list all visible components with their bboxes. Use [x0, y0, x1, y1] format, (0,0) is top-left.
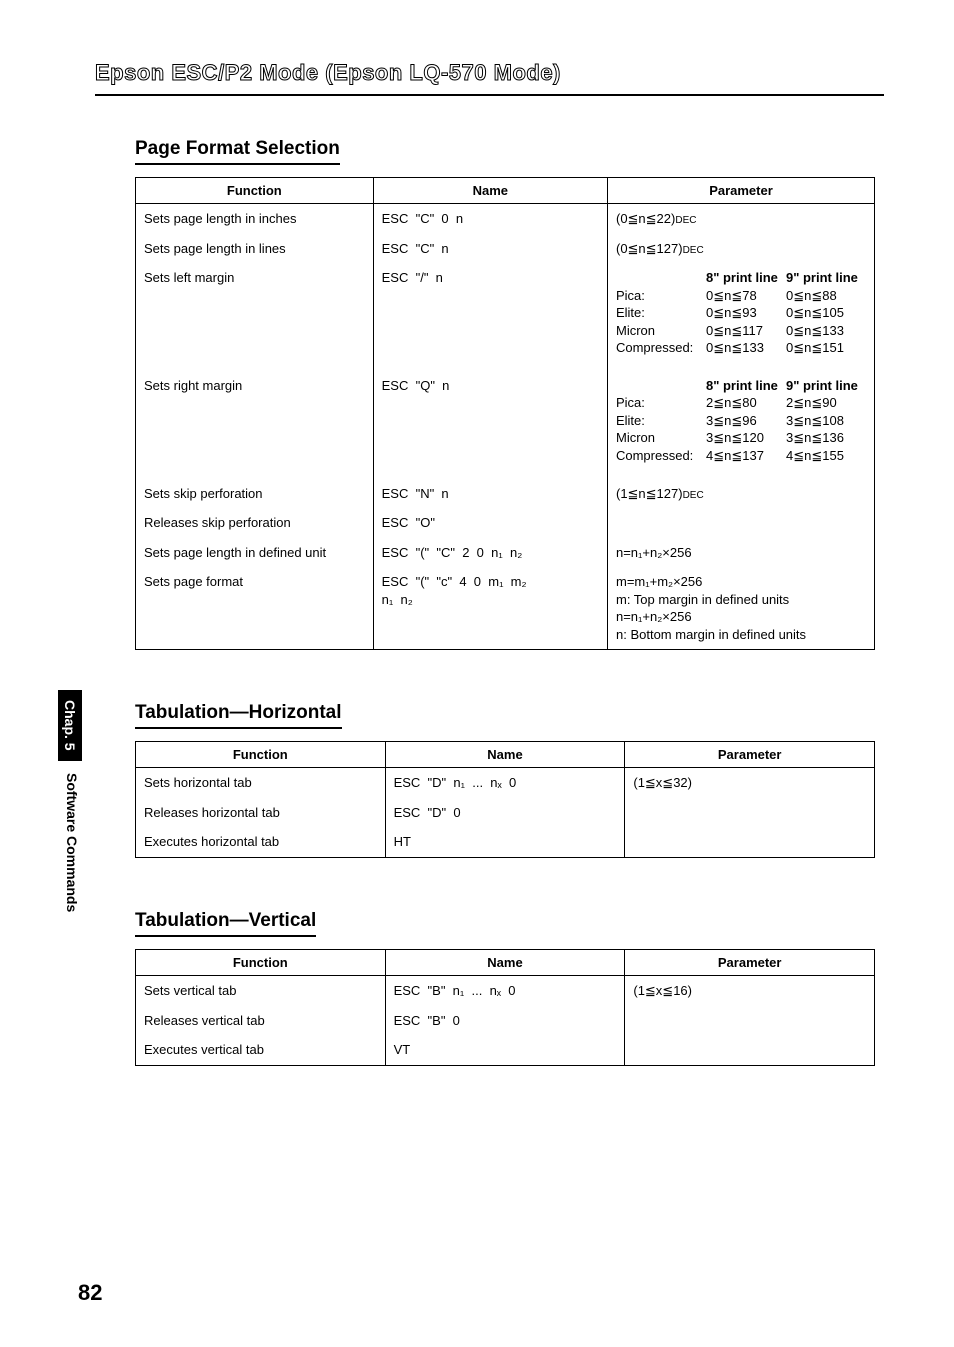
- cell-parameter: [625, 827, 875, 857]
- table-row: Releases skip perforationESC "O": [136, 508, 875, 538]
- cell-function: Sets skip perforation: [136, 479, 374, 509]
- table-header-row: Function Name Parameter: [136, 742, 875, 768]
- table-row: Sets page formatESC "(" "c" 4 0 m₁ m₂n₁ …: [136, 567, 875, 650]
- cell-name: VT: [385, 1035, 625, 1065]
- cell-parameter: m=m₁+m₂×256m: Top margin in defined unit…: [607, 567, 874, 650]
- cell-name: ESC "Q" n: [373, 371, 607, 479]
- table-row: Releases vertical tabESC "B" 0: [136, 1006, 875, 1036]
- col-name: Name: [385, 742, 625, 768]
- table-row: Executes vertical tabVT: [136, 1035, 875, 1065]
- cell-parameter: [625, 1035, 875, 1065]
- cell-function: Sets horizontal tab: [136, 768, 386, 798]
- cell-parameter: (0≦n≦127)DEC: [607, 234, 874, 264]
- cell-function: Sets page format: [136, 567, 374, 650]
- cell-name: ESC "/" n: [373, 263, 607, 371]
- cell-name: ESC "(" "c" 4 0 m₁ m₂n₁ n₂: [373, 567, 607, 650]
- cell-parameter: (1≦x≦32): [625, 768, 875, 798]
- cell-function: Sets left margin: [136, 263, 374, 371]
- cell-name: ESC "D" n₁ ... nₓ 0: [385, 768, 625, 798]
- chapter-badge: Chap. 5: [58, 690, 82, 761]
- cell-parameter: (1≦x≦16): [625, 976, 875, 1006]
- cell-parameter: n=n₁+n₂×256: [607, 538, 874, 568]
- cell-function: Sets right margin: [136, 371, 374, 479]
- table-row: Sets page length in linesESC "C" n(0≦n≦1…: [136, 234, 875, 264]
- cell-parameter: 8" print line9" print linePica:0≦n≦780≦n…: [607, 263, 874, 371]
- cell-name: ESC "(" "C" 2 0 n₁ n₂: [373, 538, 607, 568]
- table-row: Releases horizontal tabESC "D" 0: [136, 798, 875, 828]
- cell-parameter: (1≦n≦127)DEC: [607, 479, 874, 509]
- cell-parameter: (0≦n≦22)DEC: [607, 204, 874, 234]
- table-tab-horizontal: Function Name Parameter Sets horizontal …: [135, 741, 875, 858]
- cell-name: HT: [385, 827, 625, 857]
- col-parameter: Parameter: [625, 742, 875, 768]
- header-rule: [95, 94, 884, 96]
- table-row: Sets page length in defined unitESC "(" …: [136, 538, 875, 568]
- chapter-side-tab: Chap. 5 Software Commands: [58, 690, 88, 912]
- table-row: Sets page length in inchesESC "C" 0 n(0≦…: [136, 204, 875, 234]
- cell-function: Releases horizontal tab: [136, 798, 386, 828]
- cell-parameter: [625, 798, 875, 828]
- table-row: Sets right marginESC "Q" n8" print line9…: [136, 371, 875, 479]
- section-title-tab-horizontal: Tabulation—Horizontal: [135, 702, 342, 729]
- cell-function: Executes vertical tab: [136, 1035, 386, 1065]
- section-title-page-format: Page Format Selection: [135, 138, 340, 165]
- cell-name: ESC "B" 0: [385, 1006, 625, 1036]
- cell-parameter: [607, 508, 874, 538]
- table-row: Sets skip perforationESC "N" n(1≦n≦127)D…: [136, 479, 875, 509]
- table-header-row: Function Name Parameter: [136, 178, 875, 204]
- cell-name: ESC "C" n: [373, 234, 607, 264]
- col-function: Function: [136, 178, 374, 204]
- section-title-tab-vertical: Tabulation—Vertical: [135, 910, 316, 937]
- cell-function: Sets page length in defined unit: [136, 538, 374, 568]
- table-row: Sets vertical tabESC "B" n₁ ... nₓ 0(1≦x…: [136, 976, 875, 1006]
- table-page-format: Function Name Parameter Sets page length…: [135, 177, 875, 650]
- cell-function: Releases vertical tab: [136, 1006, 386, 1036]
- col-name: Name: [385, 950, 625, 976]
- cell-name: ESC "B" n₁ ... nₓ 0: [385, 976, 625, 1006]
- cell-name: ESC "N" n: [373, 479, 607, 509]
- cell-parameter: [625, 1006, 875, 1036]
- cell-name: ESC "D" 0: [385, 798, 625, 828]
- col-function: Function: [136, 742, 386, 768]
- table-header-row: Function Name Parameter: [136, 950, 875, 976]
- table-tab-vertical: Function Name Parameter Sets vertical ta…: [135, 949, 875, 1066]
- col-parameter: Parameter: [625, 950, 875, 976]
- cell-function: Sets vertical tab: [136, 976, 386, 1006]
- col-name: Name: [373, 178, 607, 204]
- chapter-label: Software Commands: [58, 761, 86, 912]
- cell-name: ESC "C" 0 n: [373, 204, 607, 234]
- cell-name: ESC "O": [373, 508, 607, 538]
- table-row: Sets left marginESC "/" n8" print line9"…: [136, 263, 875, 371]
- table-row: Sets horizontal tabESC "D" n₁ ... nₓ 0(1…: [136, 768, 875, 798]
- col-function: Function: [136, 950, 386, 976]
- page-header-title: Epson ESC/P2 Mode (Epson LQ-570 Mode): [95, 60, 884, 86]
- cell-function: Sets page length in inches: [136, 204, 374, 234]
- cell-function: Sets page length in lines: [136, 234, 374, 264]
- cell-function: Releases skip perforation: [136, 508, 374, 538]
- cell-function: Executes horizontal tab: [136, 827, 386, 857]
- col-parameter: Parameter: [607, 178, 874, 204]
- cell-parameter: 8" print line9" print linePica:2≦n≦802≦n…: [607, 371, 874, 479]
- table-row: Executes horizontal tabHT: [136, 827, 875, 857]
- page-number: 82: [78, 1280, 102, 1306]
